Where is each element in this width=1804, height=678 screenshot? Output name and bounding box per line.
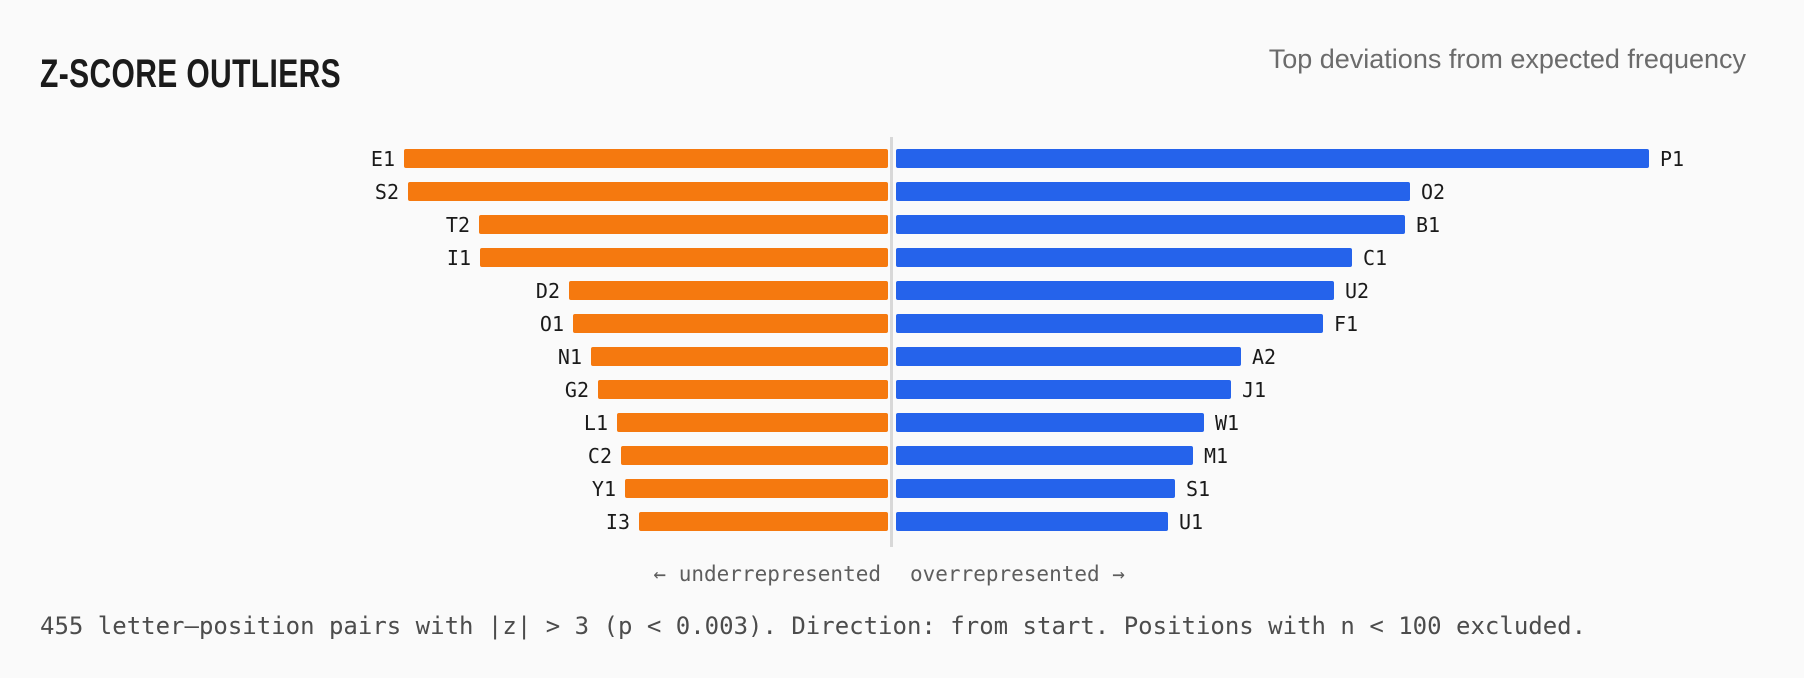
bar-underrepresented-S2 (408, 182, 888, 201)
bar-underrepresented-C2 (621, 446, 888, 465)
center-divider-line (890, 137, 893, 547)
bar-overrepresented-U1 (896, 512, 1168, 531)
bar-label-B1: B1 (1416, 213, 1441, 237)
bar-overrepresented-J1 (896, 380, 1231, 399)
bar-label-S1: S1 (1186, 477, 1211, 501)
page-subtitle: Top deviations from expected frequency (1268, 44, 1746, 74)
bar-label-C1: C1 (1363, 246, 1388, 270)
caption-underrepresented: ← underrepresented (653, 562, 881, 586)
footnote: 455 letter–position pairs with |z| > 3 (… (40, 612, 1587, 640)
bar-overrepresented-P1 (896, 149, 1649, 168)
bar-label-U2: U2 (1345, 279, 1370, 303)
bar-label-C2: C2 (587, 444, 612, 468)
bar-label-P1: P1 (1660, 147, 1685, 171)
bar-label-M1: M1 (1204, 444, 1229, 468)
bar-label-Y1: Y1 (591, 477, 616, 501)
bar-label-T2: T2 (445, 213, 470, 237)
bar-overrepresented-B1 (896, 215, 1405, 234)
bar-overrepresented-F1 (896, 314, 1323, 333)
bar-underrepresented-Y1 (625, 479, 888, 498)
page-title: Z-SCORE OUTLIERS (40, 52, 342, 96)
bar-label-I1: I1 (446, 246, 471, 270)
bar-overrepresented-A2 (896, 347, 1241, 366)
bar-underrepresented-L1 (617, 413, 888, 432)
bar-overrepresented-O2 (896, 182, 1410, 201)
bar-underrepresented-D2 (569, 281, 888, 300)
caption-overrepresented: overrepresented → (910, 562, 1125, 586)
bar-label-G2: G2 (564, 378, 589, 402)
bar-label-L1: L1 (583, 411, 608, 435)
bar-label-O1: O1 (539, 312, 564, 336)
bar-underrepresented-T2 (479, 215, 888, 234)
bar-overrepresented-C1 (896, 248, 1352, 267)
bar-label-F1: F1 (1334, 312, 1359, 336)
bar-underrepresented-E1 (404, 149, 888, 168)
bar-underrepresented-I3 (639, 512, 888, 531)
bar-label-O2: O2 (1421, 180, 1446, 204)
bar-label-E1: E1 (370, 147, 395, 171)
bar-underrepresented-O1 (573, 314, 888, 333)
bar-label-U1: U1 (1179, 510, 1204, 534)
bar-overrepresented-U2 (896, 281, 1334, 300)
bar-underrepresented-I1 (480, 248, 888, 267)
bar-label-S2: S2 (374, 180, 399, 204)
bar-label-I3: I3 (605, 510, 630, 534)
bar-underrepresented-G2 (598, 380, 888, 399)
bar-label-J1: J1 (1242, 378, 1267, 402)
bar-overrepresented-S1 (896, 479, 1175, 498)
bar-overrepresented-W1 (896, 413, 1204, 432)
bar-label-D2: D2 (535, 279, 560, 303)
bar-underrepresented-N1 (591, 347, 888, 366)
bar-label-W1: W1 (1215, 411, 1240, 435)
bar-label-N1: N1 (557, 345, 582, 369)
bar-overrepresented-M1 (896, 446, 1193, 465)
bar-label-A2: A2 (1252, 345, 1277, 369)
